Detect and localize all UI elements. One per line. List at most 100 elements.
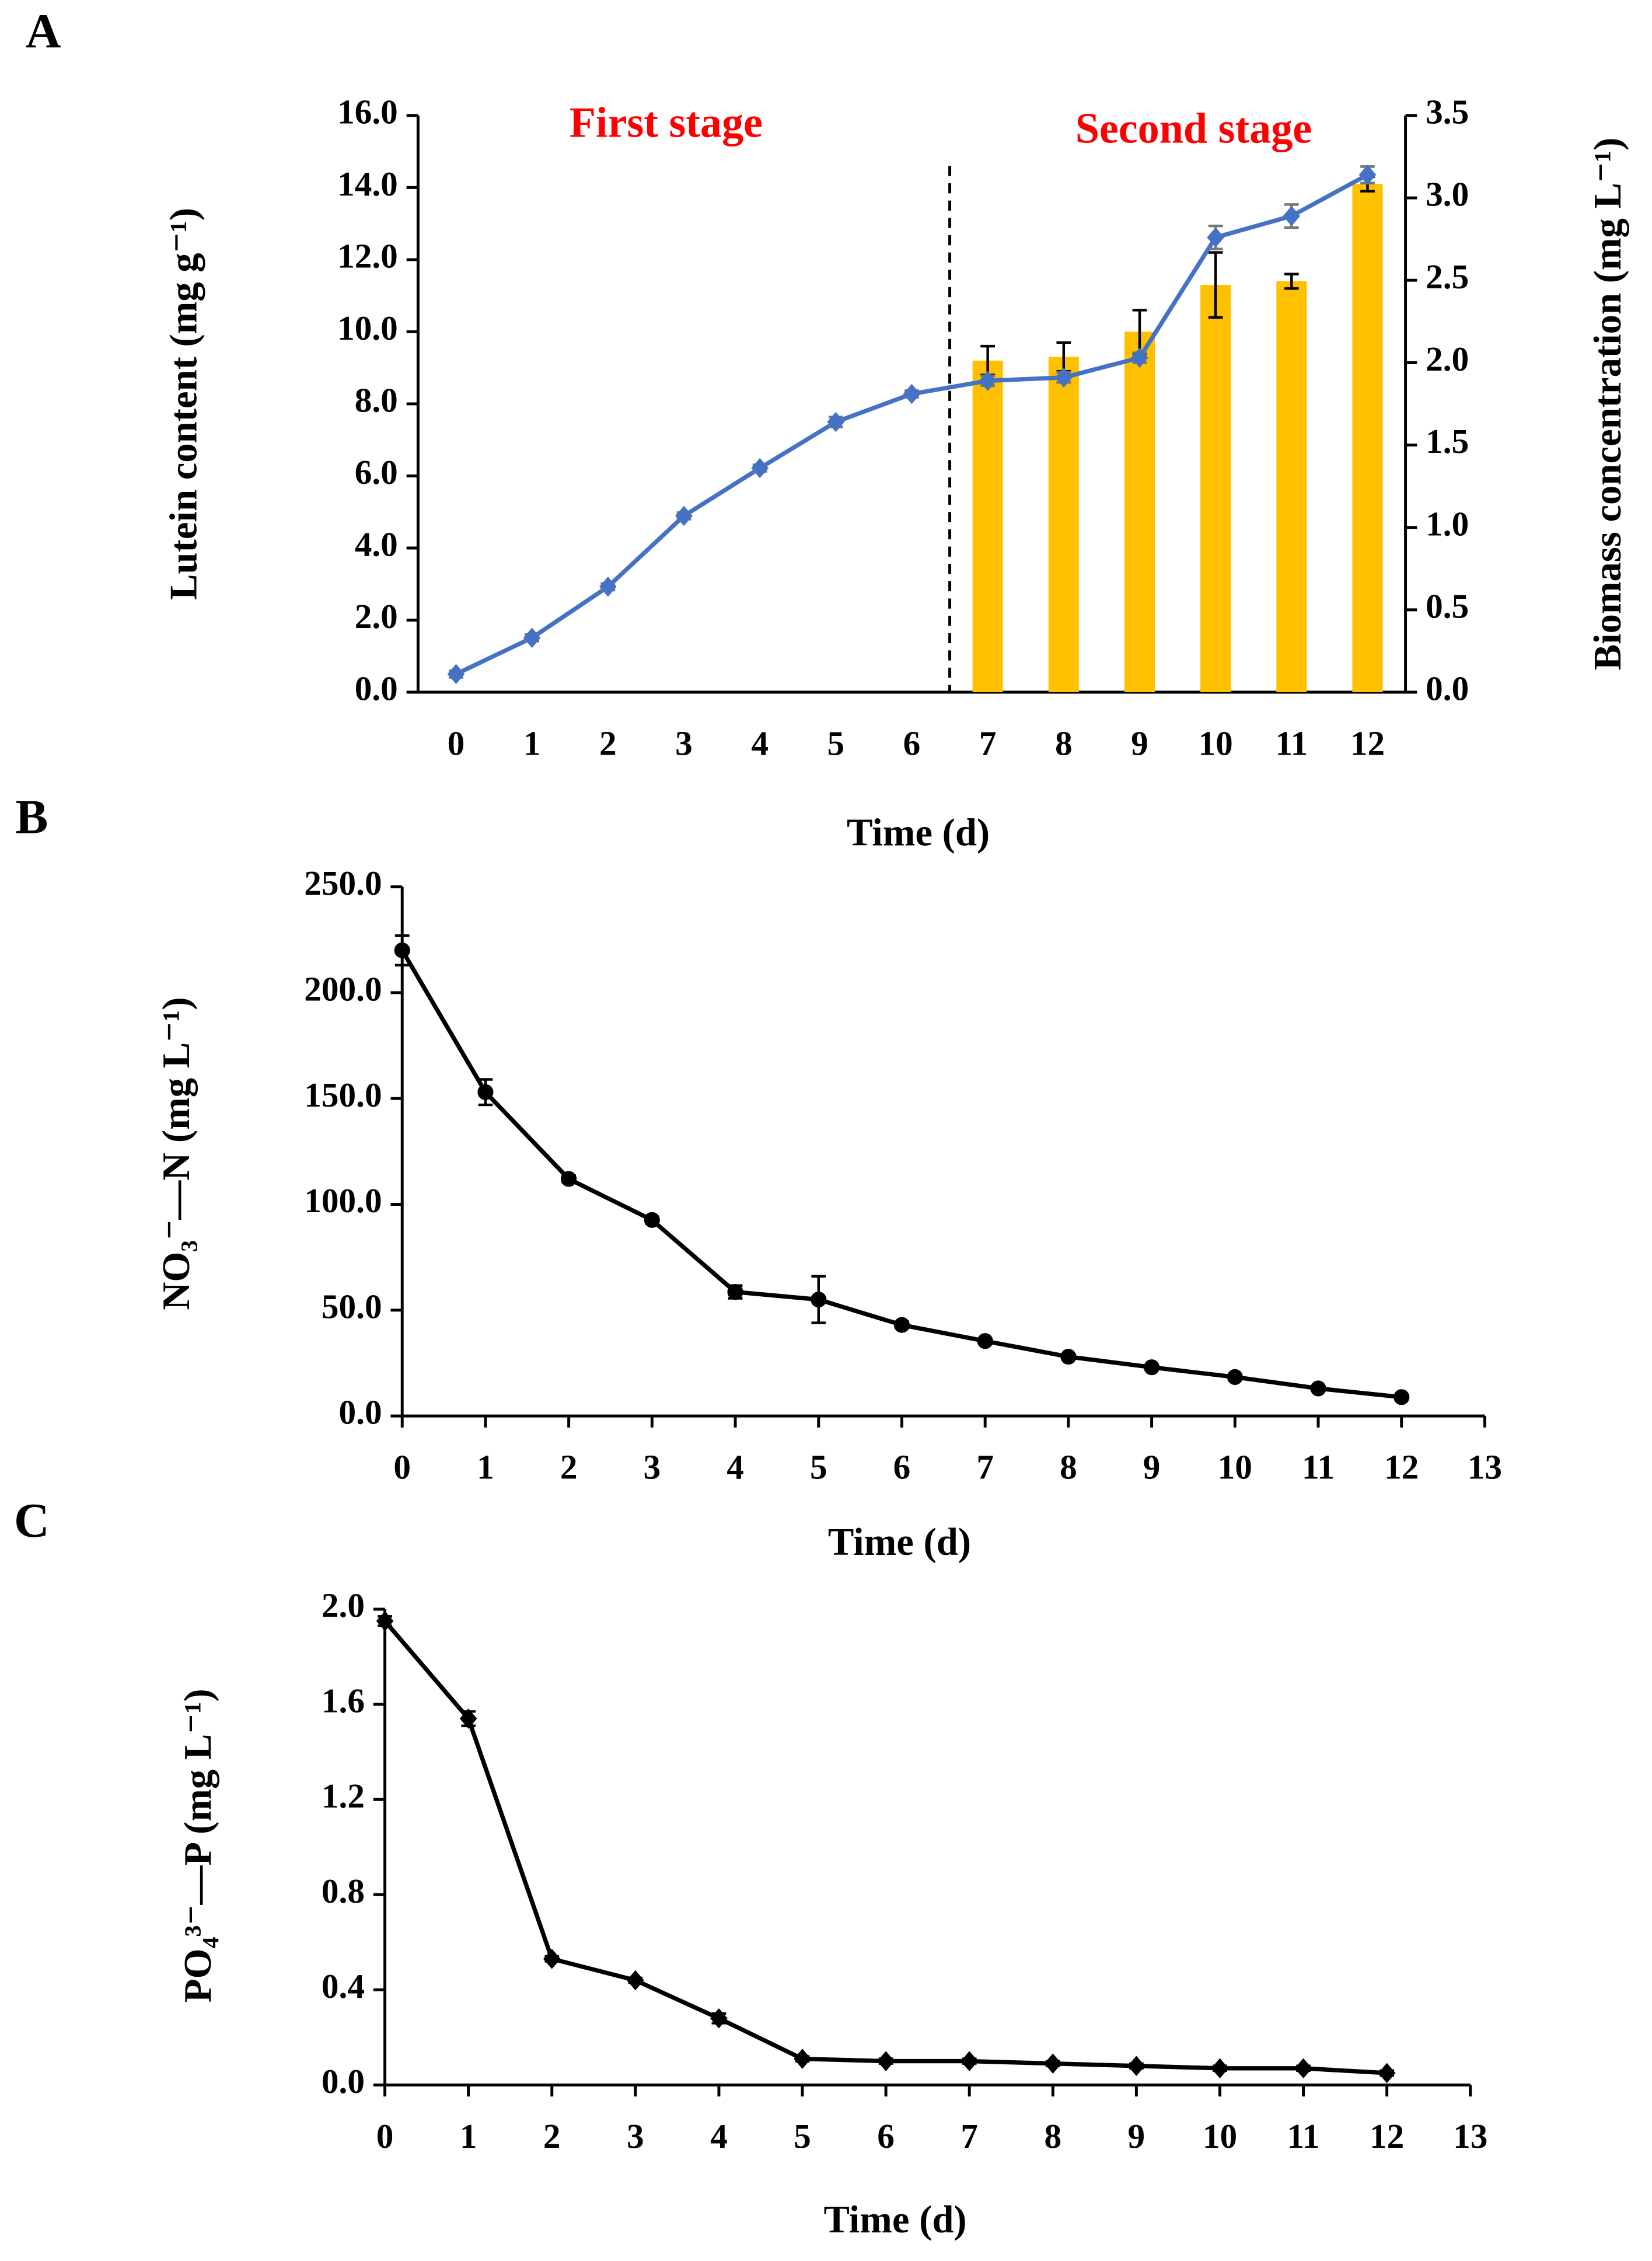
panel-label: C	[14, 1494, 50, 1548]
y2-tick-label: 1.0	[1426, 504, 1469, 543]
x-tick-label: 9	[1128, 2117, 1145, 2155]
point	[961, 2051, 979, 2071]
x-tick-label: 6	[903, 724, 921, 763]
x-tick-label: 11	[1287, 2117, 1320, 2155]
point	[627, 1970, 644, 1991]
annotation: First stage	[570, 99, 763, 147]
point	[1294, 2058, 1312, 2079]
point	[903, 383, 921, 404]
bar	[1200, 285, 1231, 693]
x-tick-label: 1	[523, 724, 541, 763]
bar	[972, 360, 1003, 693]
x-tick-label: 3	[675, 724, 693, 763]
point	[1054, 367, 1073, 388]
y2-axis-label: Biomass concentration (mg L⁻¹)	[1587, 138, 1629, 671]
x-tick-label: 13	[1453, 2117, 1487, 2155]
x-axis-label: Time (d)	[824, 2199, 967, 2241]
point	[1283, 205, 1301, 226]
x-tick-label: 7	[976, 1448, 994, 1487]
y-tick-label: 8.0	[355, 381, 398, 420]
x-tick-label: 8	[1044, 2117, 1061, 2155]
point	[447, 664, 465, 685]
point	[877, 2051, 895, 2071]
y2-tick-label: 0.0	[1426, 669, 1469, 708]
x-tick-label: 9	[1131, 724, 1148, 763]
bar	[1352, 184, 1383, 693]
x-tick-label: 2	[599, 724, 617, 763]
point	[893, 1317, 910, 1333]
y-tick-label: 0.0	[355, 669, 398, 708]
point	[1060, 1348, 1077, 1365]
point	[376, 1611, 394, 1631]
y-tick-label: 0.0	[339, 1393, 382, 1432]
annotation: Second stage	[1075, 105, 1312, 153]
x-tick-label: 10	[1203, 2117, 1237, 2155]
line	[455, 173, 1369, 676]
x-tick-label: 7	[961, 2117, 978, 2155]
x-tick-label: 1	[477, 1448, 494, 1487]
point	[1227, 1369, 1243, 1385]
x-tick-label: 6	[877, 2117, 895, 2155]
y-axis-label: NO₃⁻—N (mg L⁻¹)	[155, 997, 198, 1310]
x-tick-label: 0	[393, 1448, 411, 1487]
point	[644, 1212, 660, 1228]
y-tick-label: 1.6	[322, 1681, 365, 1720]
y-tick-label: 0.8	[322, 1872, 365, 1910]
x-tick-label: 12	[1384, 1448, 1419, 1487]
y-tick-label: 2.0	[322, 1586, 365, 1625]
error-bar	[1208, 251, 1223, 319]
x-tick-label: 11	[1275, 724, 1308, 763]
x-tick-label: 7	[979, 724, 997, 763]
bar	[1124, 332, 1155, 693]
point	[827, 411, 845, 432]
x-tick-label: 13	[1468, 1448, 1502, 1487]
x-tick-label: 8	[1060, 1448, 1077, 1487]
x-tick-label: 1	[460, 2117, 477, 2155]
y-axis-label: Lutein content (mg g⁻¹)	[162, 208, 205, 600]
point	[1211, 2058, 1229, 2079]
point	[727, 1284, 743, 1300]
error-bar	[1284, 273, 1299, 290]
x-axis-label: Time (d)	[828, 1521, 971, 1564]
point	[1131, 347, 1148, 368]
x-tick-label: 2	[560, 1448, 578, 1487]
point	[1044, 2053, 1062, 2074]
point	[523, 627, 541, 648]
x-tick-label: 9	[1143, 1448, 1161, 1487]
y2-tick-label: 2.5	[1426, 257, 1469, 296]
x-tick-label: 0	[448, 724, 465, 763]
x-tick-label: 4	[751, 724, 769, 763]
x-tick-label: 5	[794, 2117, 811, 2155]
point	[794, 2049, 811, 2069]
point	[710, 2008, 728, 2029]
panel-label: B	[15, 790, 48, 845]
point	[1207, 227, 1224, 248]
point	[477, 1084, 494, 1100]
x-tick-label: 3	[644, 1448, 661, 1487]
y-tick-label: 250.0	[304, 864, 382, 902]
x-axis-label: Time (d)	[847, 811, 990, 854]
panel-label: A	[26, 4, 61, 58]
y-tick-label: 200.0	[304, 969, 382, 1008]
x-tick-label: 12	[1370, 2117, 1404, 2155]
point	[675, 505, 693, 526]
y-tick-label: 4.0	[355, 525, 398, 564]
x-tick-label: 11	[1302, 1448, 1335, 1487]
y-tick-label: 150.0	[304, 1076, 382, 1114]
x-tick-label: 6	[893, 1448, 911, 1487]
y-tick-label: 0.4	[322, 1967, 365, 2005]
point	[979, 371, 997, 391]
y2-tick-label: 3.5	[1426, 92, 1469, 131]
y-tick-label: 100.0	[304, 1181, 382, 1220]
point	[977, 1333, 993, 1349]
point	[811, 1292, 827, 1308]
y-tick-label: 16.0	[337, 92, 398, 131]
x-tick-label: 8	[1055, 724, 1073, 763]
y-tick-label: 2.0	[355, 597, 398, 636]
y-axis-label: PO₄³⁻—P (mg L⁻¹)	[177, 1688, 219, 2002]
y-tick-label: 1.2	[322, 1777, 365, 1815]
point	[599, 577, 617, 597]
y-tick-label: 12.0	[337, 237, 398, 275]
point	[1378, 2063, 1396, 2084]
